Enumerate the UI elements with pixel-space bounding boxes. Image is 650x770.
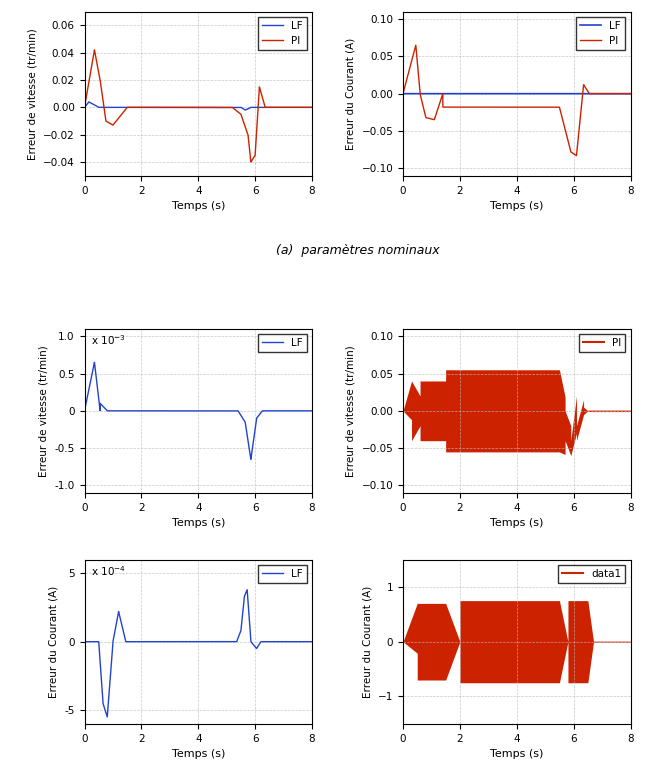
X-axis label: Temps (s): Temps (s) (172, 518, 225, 528)
LF (92, 637, 100, 646)
Line: PI: PI (84, 50, 312, 162)
PI (308, 102, 316, 112)
PI (412, 41, 420, 50)
PI (215, 102, 223, 112)
LF (261, 102, 269, 112)
Legend: LF, PI: LF, PI (576, 17, 625, 50)
PI (543, 102, 551, 112)
LF (225, 102, 233, 112)
LF (241, 105, 249, 115)
Legend: LF: LF (257, 334, 307, 352)
Legend: LF: LF (257, 564, 307, 583)
X-axis label: Temps (s): Temps (s) (172, 749, 225, 759)
Y-axis label: Erreur du Courant (A): Erreur du Courant (A) (362, 585, 372, 698)
LF (308, 407, 316, 416)
PI (573, 151, 580, 160)
Legend: LF, PI: LF, PI (257, 17, 307, 50)
LF (163, 102, 171, 112)
Text: x 10$^{-3}$: x 10$^{-3}$ (91, 333, 126, 347)
LF (567, 89, 575, 99)
LF (247, 455, 255, 464)
Text: (a)  paramètres nominaux: (a) paramètres nominaux (276, 244, 439, 256)
PI (411, 45, 419, 55)
LF (163, 407, 171, 416)
LF (308, 102, 316, 112)
Line: LF: LF (84, 590, 312, 717)
PI (399, 89, 407, 99)
Line: LF: LF (84, 102, 312, 110)
LF (250, 102, 257, 112)
PI (90, 45, 98, 55)
PI (482, 102, 489, 112)
LF (215, 637, 223, 646)
Text: x 10$^{-4}$: x 10$^{-4}$ (91, 564, 126, 578)
PI (92, 53, 100, 62)
Y-axis label: Erreur du Courant (A): Erreur du Courant (A) (346, 38, 356, 150)
LF (308, 637, 316, 646)
LF (543, 89, 551, 99)
LF (225, 637, 233, 646)
LF (411, 89, 419, 99)
LF (92, 101, 100, 110)
LF (81, 407, 88, 416)
LF (261, 637, 269, 646)
LF (399, 89, 407, 99)
Legend: PI: PI (578, 334, 625, 352)
PI (568, 148, 576, 157)
PI (247, 157, 255, 166)
LF (92, 370, 100, 380)
LF (580, 89, 588, 99)
Legend: data1: data1 (558, 564, 625, 583)
LF (81, 102, 88, 112)
PI (534, 102, 541, 112)
Y-axis label: Erreur de vitesse (tr/min): Erreur de vitesse (tr/min) (27, 28, 38, 159)
PI (81, 102, 88, 112)
Y-axis label: Erreur de vitesse (tr/min): Erreur de vitesse (tr/min) (39, 345, 49, 477)
LF (225, 407, 233, 416)
LF (243, 585, 251, 594)
PI (580, 81, 588, 90)
X-axis label: Temps (s): Temps (s) (172, 201, 225, 211)
Line: LF: LF (84, 363, 312, 460)
PI (225, 102, 233, 112)
LF (81, 637, 88, 646)
LF (163, 637, 171, 646)
PI (627, 89, 634, 99)
PI (250, 154, 257, 163)
Y-axis label: Erreur de vitesse (tr/min): Erreur de vitesse (tr/min) (346, 345, 356, 477)
X-axis label: Temps (s): Temps (s) (490, 518, 543, 528)
LF (250, 640, 257, 649)
Y-axis label: Erreur du Courant (A): Erreur du Courant (A) (49, 585, 59, 698)
LF (482, 89, 489, 99)
LF (103, 712, 111, 721)
X-axis label: Temps (s): Temps (s) (490, 201, 543, 211)
PI (163, 102, 171, 112)
LF (215, 407, 223, 416)
Line: PI: PI (403, 45, 630, 156)
LF (627, 89, 634, 99)
LF (261, 407, 269, 416)
PI (261, 102, 269, 112)
LF (534, 89, 541, 99)
LF (85, 97, 93, 106)
X-axis label: Temps (s): Temps (s) (490, 749, 543, 759)
LF (250, 438, 257, 447)
LF (215, 102, 223, 112)
LF (90, 358, 98, 367)
